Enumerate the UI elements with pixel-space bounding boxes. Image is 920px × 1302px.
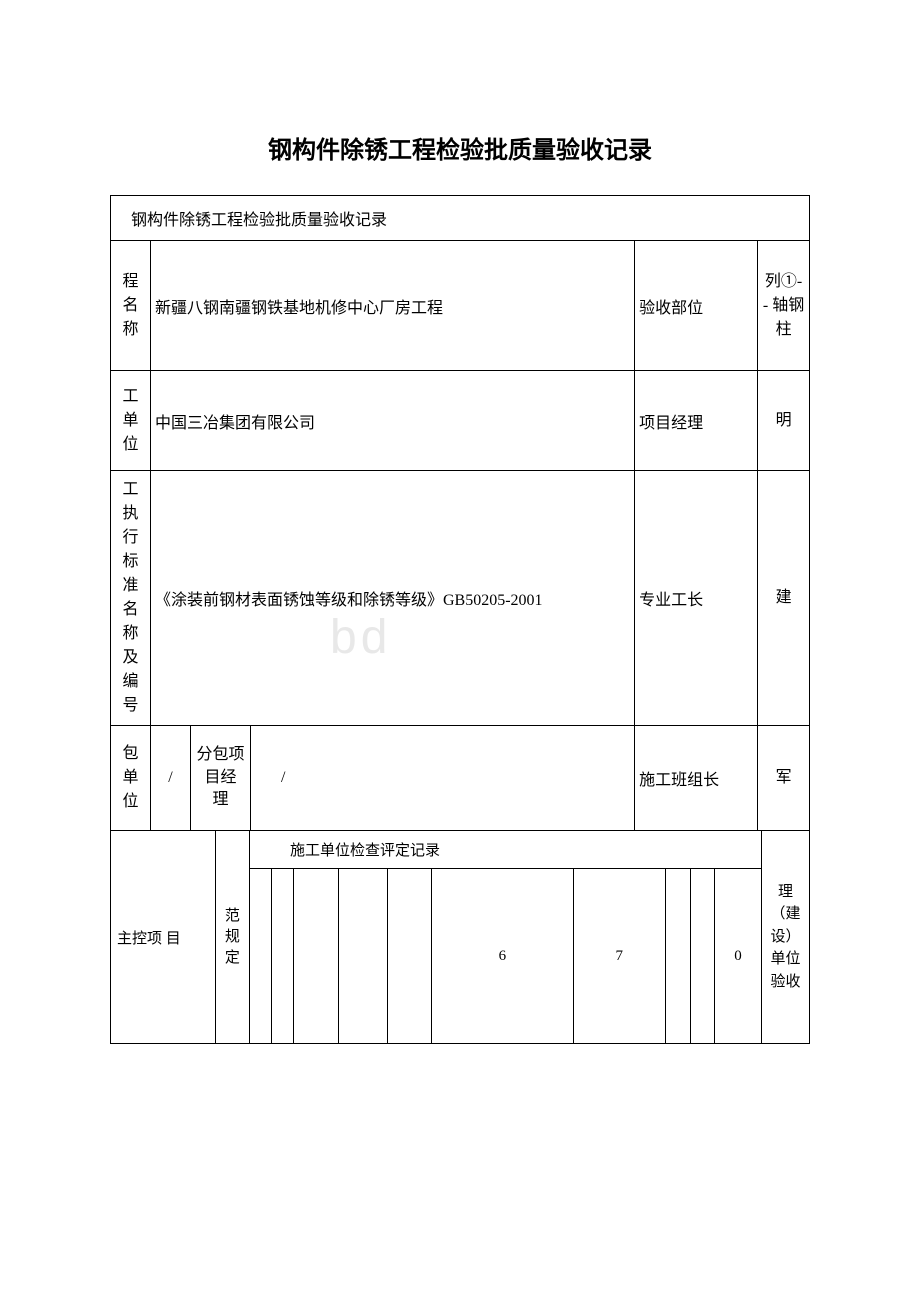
label-standard: 工执行标准名称及编号	[111, 471, 151, 726]
label-spec: 范规定	[215, 831, 249, 1044]
num-col-6: 6	[432, 869, 574, 1044]
row-subcontractor: 包单位 / 分包项目经 理 / 施工班组长 军	[111, 726, 810, 831]
num-col-3	[294, 869, 338, 1044]
label-subcontractor: 包单位	[111, 726, 151, 831]
table-header-row: 钢构件除锈工程检验批质量验收记录	[111, 196, 810, 241]
row-project-name: 程名称 新疆八钢南疆钢铁基地机修中心厂房工程 验收部位 列①- - 轴钢柱	[111, 241, 810, 371]
value-project-manager: 明	[758, 371, 810, 471]
eval-header-row: 主控项 目 范规定 施工单位检查评定记录 理（建设）单位验收	[111, 831, 810, 869]
label-supervisor-accept: 理（建设）单位验收	[761, 831, 809, 1044]
value-subcontractor: /	[151, 726, 191, 831]
num-col-9	[690, 869, 715, 1044]
label-team-leader: 施工班组长	[635, 726, 758, 831]
label-sub-pm: 分包项目经 理	[191, 726, 251, 831]
num-col-8	[665, 869, 690, 1044]
num-col-7: 7	[573, 869, 665, 1044]
num-col-1	[250, 869, 272, 1044]
label-project-name: 程名称	[111, 241, 151, 371]
label-foreman: 专业工长	[635, 471, 758, 726]
num-col-0: 0	[715, 869, 762, 1044]
label-project-manager: 项目经理	[635, 371, 758, 471]
table-header-cell: 钢构件除锈工程检验批质量验收记录	[111, 196, 810, 241]
value-sub-pm: /	[251, 726, 635, 831]
num-col-4	[338, 869, 387, 1044]
value-team-leader: 军	[758, 726, 810, 831]
label-main-item: 主控项 目	[111, 831, 216, 1044]
value-accept-part: 列①- - 轴钢柱	[758, 241, 810, 371]
eval-section-table: 主控项 目 范规定 施工单位检查评定记录 理（建设）单位验收 6 7 0	[110, 831, 810, 1044]
page-title: 钢构件除锈工程检验批质量验收记录	[0, 0, 920, 195]
num-col-2	[272, 869, 294, 1044]
value-foreman: 建	[758, 471, 810, 726]
label-construction-unit: 工单位	[111, 371, 151, 471]
value-standard: 《涂装前钢材表面锈蚀等级和除锈等级》GB50205-2001	[151, 471, 635, 726]
eval-header: 施工单位检查评定记录	[250, 831, 762, 869]
row-standard: 工执行标准名称及编号 《涂装前钢材表面锈蚀等级和除锈等级》GB50205-200…	[111, 471, 810, 726]
num-col-5	[387, 869, 431, 1044]
value-construction-unit: 中国三冶集团有限公司	[151, 371, 635, 471]
inspection-form-table: 钢构件除锈工程检验批质量验收记录 程名称 新疆八钢南疆钢铁基地机修中心厂房工程 …	[110, 195, 810, 831]
row-construction-unit: 工单位 中国三冶集团有限公司 项目经理 明	[111, 371, 810, 471]
label-accept-part: 验收部位	[635, 241, 758, 371]
value-project-name: 新疆八钢南疆钢铁基地机修中心厂房工程	[151, 241, 635, 371]
